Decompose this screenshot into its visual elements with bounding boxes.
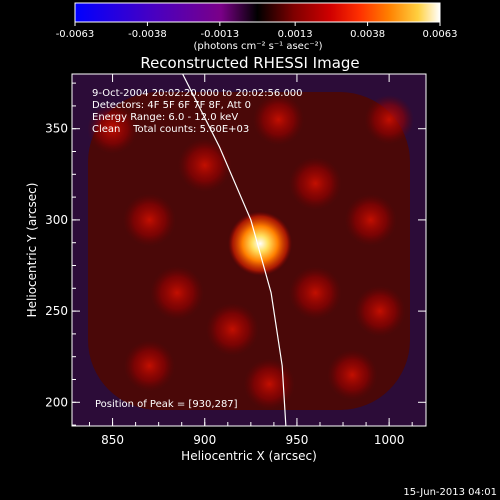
y-tick-label-250: 250 (45, 304, 68, 318)
emission-source-8 (354, 285, 406, 337)
emission-source-3 (288, 156, 342, 210)
colorbar-tick-label-5: 0.0063 (423, 29, 458, 40)
annotation-energy: Energy Range: 6.0 - 12.0 keV (92, 112, 238, 123)
annotation-time-range: 9-Oct-2004 20:02:20.000 to 20:02:56.000 (92, 88, 303, 99)
emission-source-9 (123, 340, 175, 392)
emission-source-11 (327, 349, 378, 401)
emission-source-2 (122, 193, 176, 247)
colorbar (74, 2, 441, 23)
emission-source-6 (205, 302, 259, 356)
emission-source-7 (288, 266, 342, 320)
y-axis-label: Heliocentric Y (arcsec) (25, 183, 39, 318)
heatmap-image (72, 74, 426, 426)
emission-source-10 (243, 358, 295, 410)
y-tick-label-300: 300 (45, 213, 68, 227)
emission-source-5 (150, 265, 204, 320)
annotation-peak-position: Position of Peak = [930,287] (95, 399, 238, 410)
annotation-clean-counts: Clean Total counts: 5.60E+03 (92, 124, 249, 135)
emission-source-13 (252, 94, 305, 146)
colorbar-unit-label: (photons cm⁻² s⁻¹ asec⁻²) (193, 41, 322, 52)
chart-title: Reconstructed RHESSI Image (140, 54, 359, 72)
x-tick-label-850: 850 (101, 433, 124, 447)
emission-source-14 (364, 94, 414, 145)
annotation-detectors: Detectors: 4F 5F 6F 7F 8F, Att 0 (92, 100, 251, 111)
plot-frame (71, 73, 427, 427)
x-axis-label: Heliocentric X (arcsec) (181, 449, 317, 463)
emission-source-4 (344, 193, 397, 246)
x-tick-label-950: 950 (285, 433, 308, 447)
emission-source-1 (177, 138, 232, 193)
colorbar-tick-label-0: -0.0063 (56, 29, 95, 40)
emission-source-12 (87, 103, 138, 154)
colorbar-tick-label-1: -0.0038 (128, 29, 167, 40)
axis-ticks: 850 900 950 1000 200 250 300 350 (45, 74, 426, 447)
solar-limb-curve (182, 74, 287, 426)
y-tick-label-350: 350 (45, 122, 68, 136)
colorbar-tick-label-3: 0.0013 (278, 29, 313, 40)
colorbar-tick-label-4: 0.0038 (350, 29, 385, 40)
peak-source (228, 211, 293, 276)
x-tick-label-900: 900 (193, 433, 216, 447)
x-tick-label-1000: 1000 (374, 433, 405, 447)
y-tick-label-200: 200 (45, 395, 68, 409)
footer-date: 15-Jun-2013 04:01 (403, 487, 497, 498)
colorbar-tick-label-2: -0.0013 (201, 29, 240, 40)
colorbar-ticks: -0.0063 -0.0038 -0.0013 0.0013 0.0038 0.0063 (56, 22, 458, 40)
